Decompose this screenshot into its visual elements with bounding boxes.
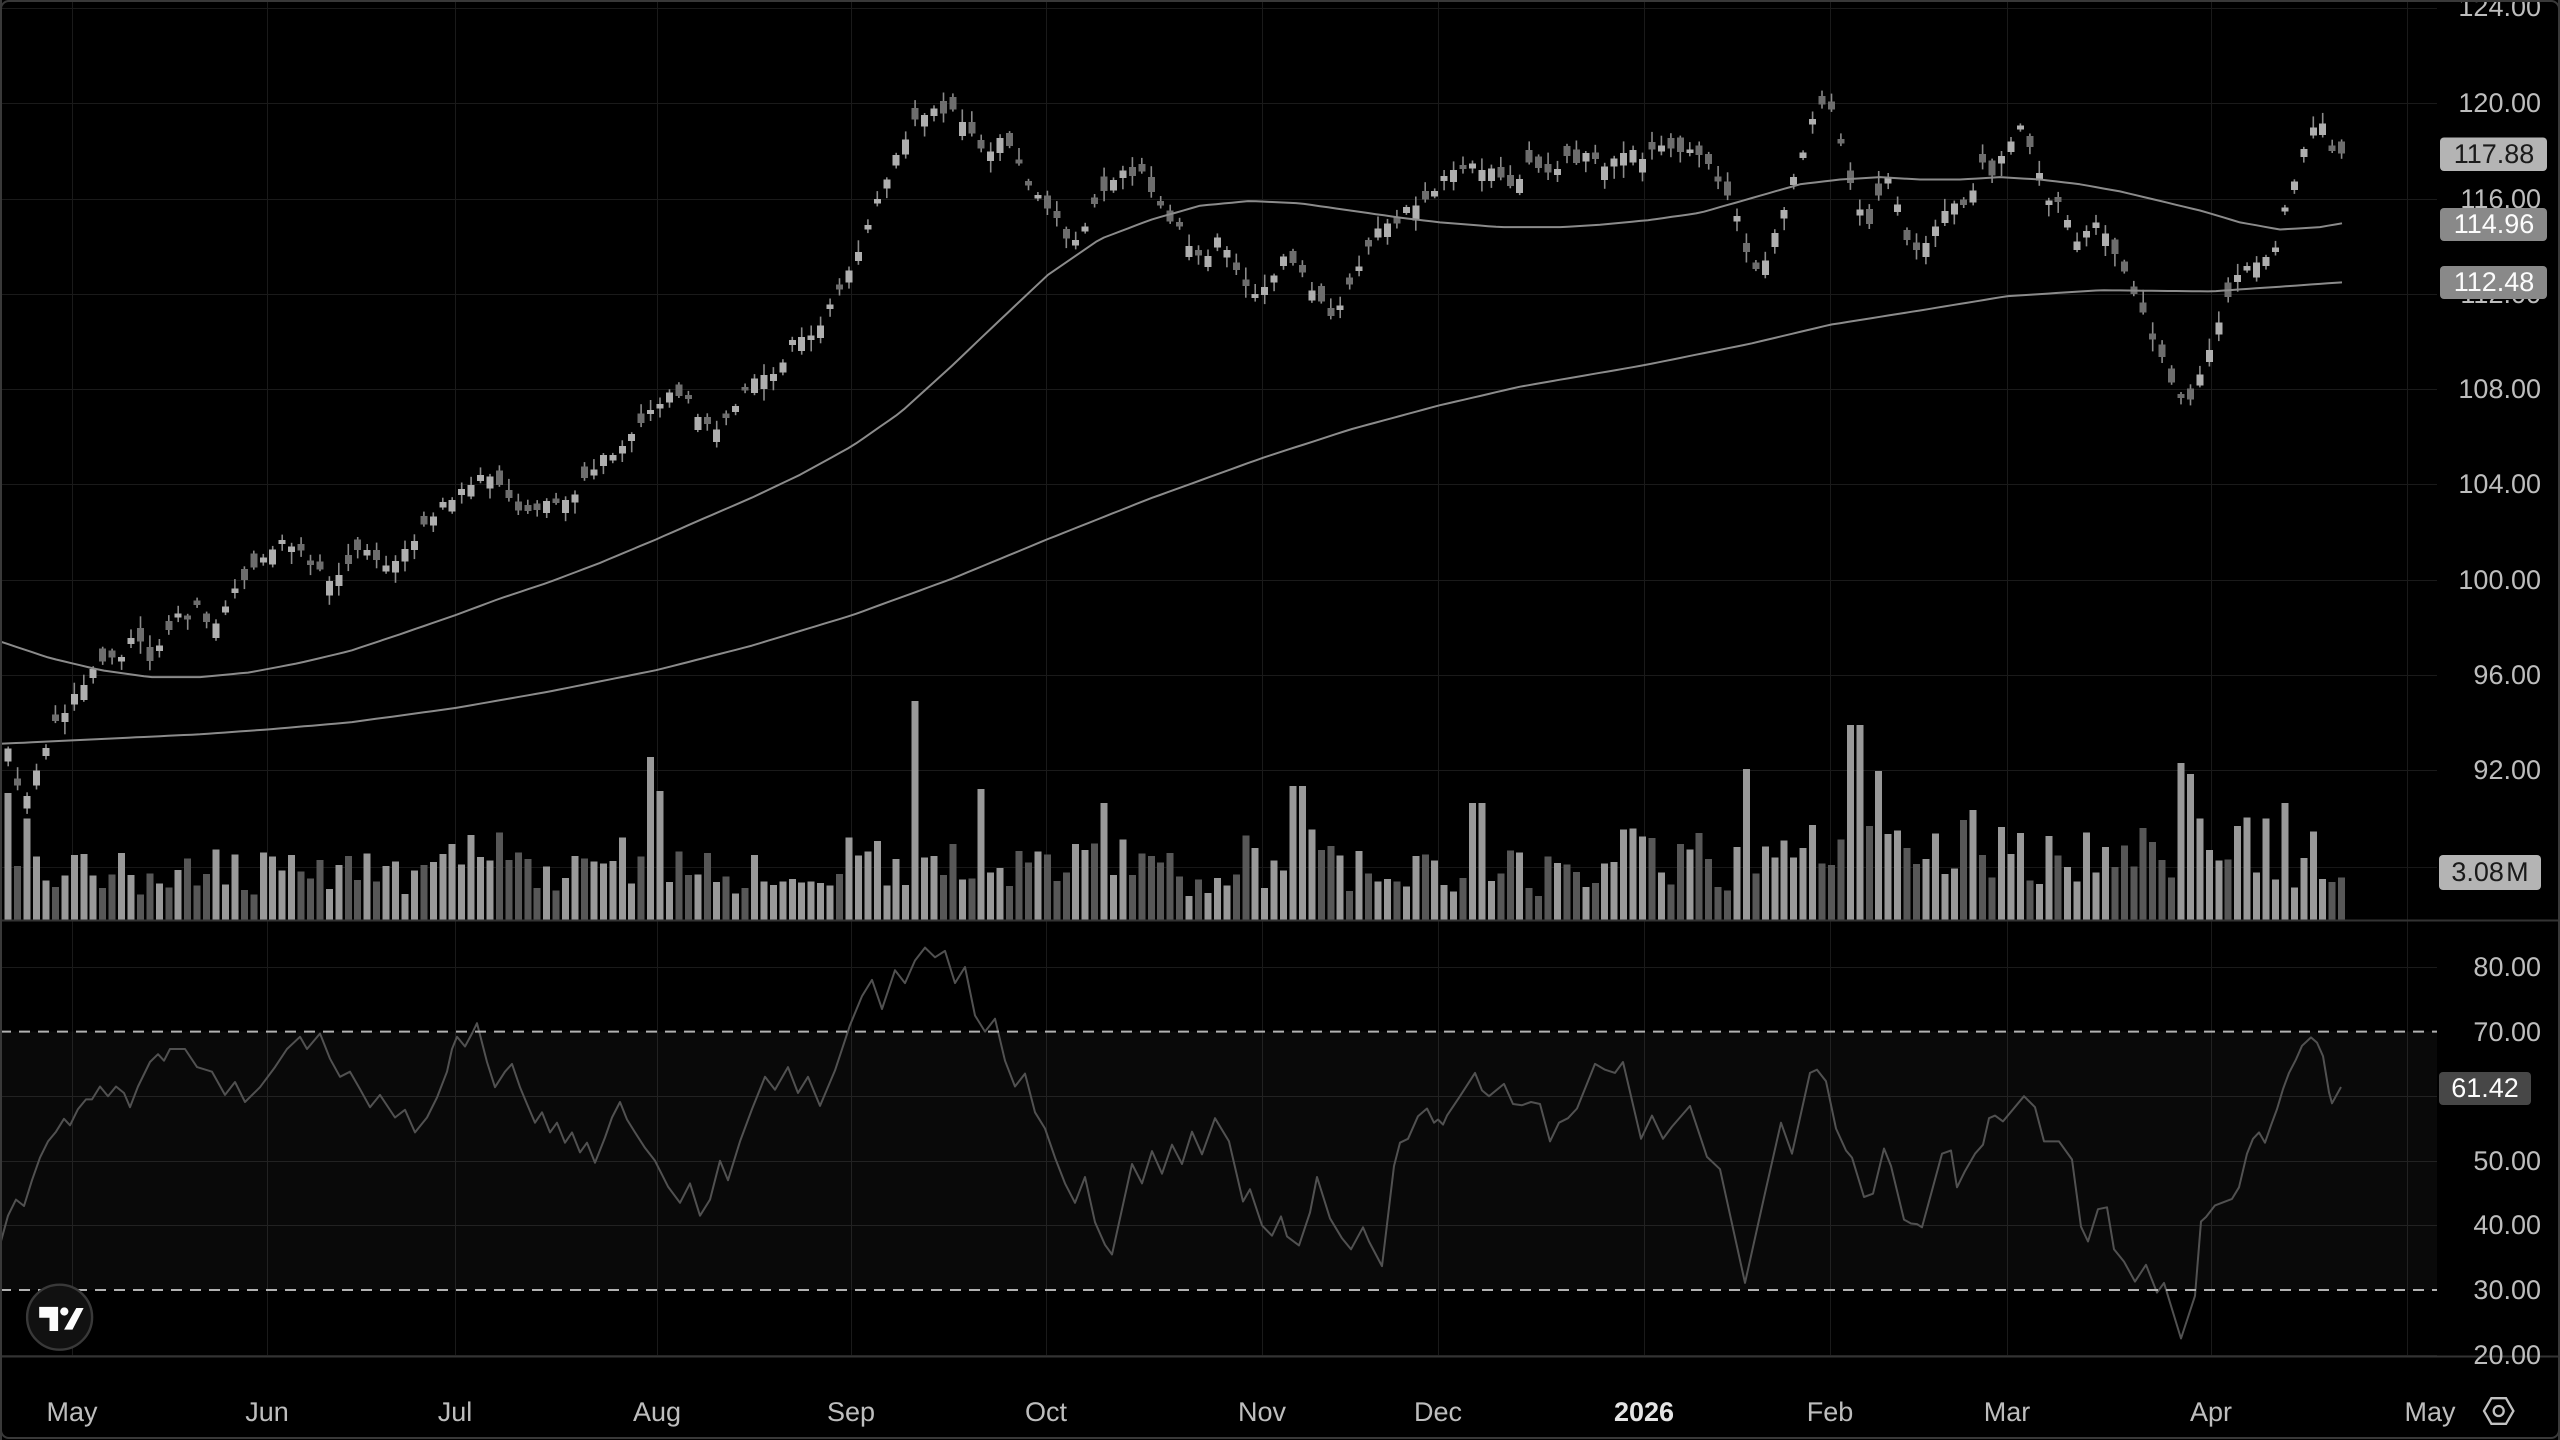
svg-text:Mar: Mar bbox=[1984, 1397, 2031, 1427]
svg-text:Feb: Feb bbox=[1807, 1397, 1854, 1427]
svg-text:2026: 2026 bbox=[1614, 1397, 1674, 1427]
svg-text:May: May bbox=[2404, 1397, 2456, 1427]
svg-text:100.00: 100.00 bbox=[2458, 565, 2541, 595]
svg-text:104.00: 104.00 bbox=[2458, 469, 2541, 499]
svg-text:117.88: 117.88 bbox=[2454, 139, 2535, 169]
svg-text:92.00: 92.00 bbox=[2473, 755, 2541, 785]
svg-text:108.00: 108.00 bbox=[2458, 374, 2541, 404]
svg-text:Aug: Aug bbox=[633, 1397, 681, 1427]
svg-text:96.00: 96.00 bbox=[2473, 660, 2541, 690]
svg-text:3.08 M: 3.08 M bbox=[2451, 857, 2528, 887]
svg-text:Dec: Dec bbox=[1414, 1397, 1462, 1427]
svg-text:Nov: Nov bbox=[1238, 1397, 1287, 1427]
svg-text:70.00: 70.00 bbox=[2473, 1017, 2541, 1047]
svg-text:112.48: 112.48 bbox=[2454, 267, 2535, 297]
svg-text:Apr: Apr bbox=[2190, 1397, 2232, 1427]
svg-text:114.96: 114.96 bbox=[2454, 209, 2535, 239]
svg-text:Sep: Sep bbox=[827, 1397, 875, 1427]
svg-text:Oct: Oct bbox=[1025, 1397, 1068, 1427]
svg-text:Jun: Jun bbox=[245, 1397, 289, 1427]
svg-text:50.00: 50.00 bbox=[2473, 1146, 2541, 1176]
svg-text:Jul: Jul bbox=[438, 1397, 473, 1427]
svg-text:20.00: 20.00 bbox=[2473, 1340, 2541, 1370]
svg-text:124.00: 124.00 bbox=[2458, 0, 2541, 22]
svg-text:May: May bbox=[46, 1397, 98, 1427]
svg-text:61.42: 61.42 bbox=[2451, 1073, 2519, 1103]
svg-text:40.00: 40.00 bbox=[2473, 1210, 2541, 1240]
svg-text:80.00: 80.00 bbox=[2473, 952, 2541, 982]
svg-text:30.00: 30.00 bbox=[2473, 1275, 2541, 1305]
svg-text:120.00: 120.00 bbox=[2458, 88, 2541, 118]
